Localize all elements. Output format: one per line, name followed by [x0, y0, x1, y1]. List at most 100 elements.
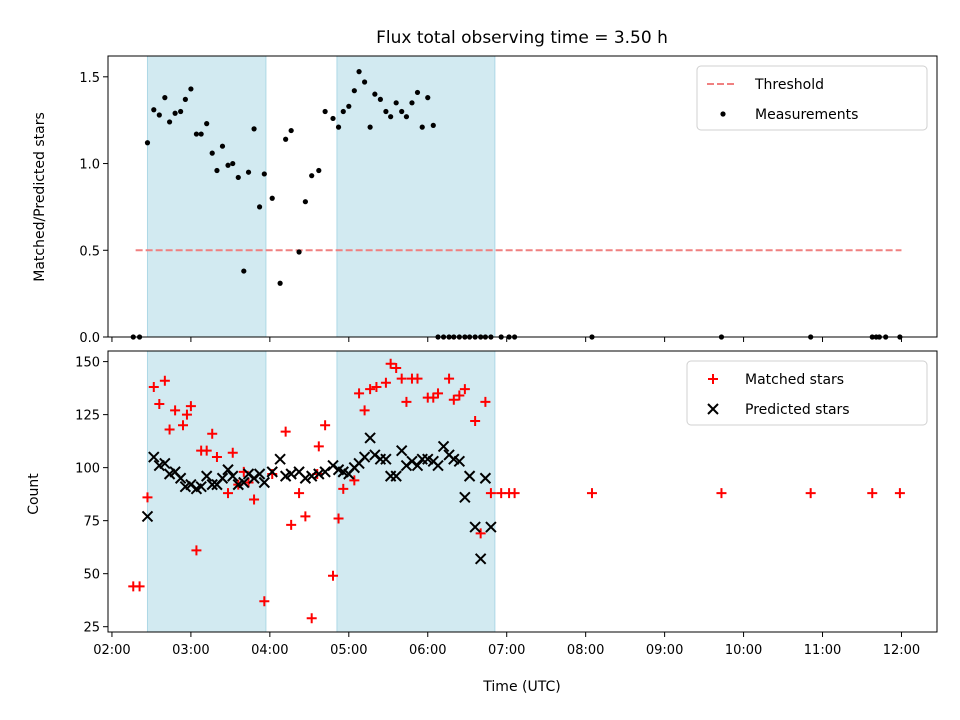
- matched-stars-point: [380, 377, 391, 388]
- x-tick-label: 03:00: [172, 643, 209, 658]
- matched-stars-point: [349, 475, 360, 486]
- matched-stars-point: [485, 488, 496, 499]
- matched-stars-point: [142, 492, 153, 503]
- predicted-stars-point: [453, 455, 466, 467]
- matched-stars-point: [433, 388, 444, 399]
- predicted-stars-point: [474, 553, 487, 565]
- measurement-point: [372, 91, 378, 97]
- matched-stars-point: [459, 384, 470, 395]
- matched-stars-point: [475, 528, 486, 539]
- measurement-point: [241, 268, 247, 274]
- measurement-point: [245, 169, 252, 175]
- matched-stars-point: [185, 401, 196, 412]
- measurement-point: [283, 136, 289, 142]
- observing-window: [336, 350, 496, 633]
- legend-label: Threshold: [754, 77, 824, 93]
- x-tick-label: 04:00: [251, 643, 288, 658]
- predicted-stars-point: [238, 476, 250, 489]
- matched-stars-point: [211, 452, 222, 463]
- measurement-point: [720, 111, 726, 117]
- matched-stars-point: [480, 396, 491, 407]
- predicted-stars-point: [299, 472, 312, 484]
- measurement-point: [388, 114, 394, 120]
- measurement-point: [225, 162, 231, 168]
- predicted-stars-point: [159, 457, 171, 470]
- measurement-point: [182, 96, 188, 102]
- x-axis-label: Time (UTC): [482, 679, 560, 695]
- observing-window: [146, 350, 267, 633]
- y-tick-label: 0.5: [79, 244, 100, 259]
- matched-stars-point: [412, 373, 423, 384]
- y-tick-label: 0.0: [79, 331, 100, 346]
- measurement-point: [235, 174, 241, 181]
- measurement-point: [144, 140, 151, 146]
- measurement-point: [302, 199, 308, 205]
- predicted-stars-point: [206, 478, 218, 491]
- plot-frame: [107, 55, 938, 338]
- legend-label: Measurements: [755, 107, 858, 123]
- predicted-stars-point: [707, 403, 719, 415]
- predicted-stars-point: [274, 453, 286, 465]
- matched-stars-point: [385, 358, 396, 369]
- legend: Matched stars Predicted stars: [686, 360, 928, 426]
- measurement-point: [166, 119, 173, 125]
- predicted-stars-point: [469, 521, 481, 533]
- matched-stars-point: [470, 415, 481, 426]
- matched-stars-point: [354, 388, 365, 399]
- measurement-point: [214, 167, 220, 174]
- y-tick-label: 25: [83, 621, 100, 636]
- measurement-point: [330, 115, 336, 122]
- matched-stars-point: [894, 488, 905, 499]
- matched-stars-point: [708, 374, 718, 384]
- predicted-stars-point: [266, 466, 278, 478]
- predicted-stars-point: [195, 481, 207, 493]
- matched-stars-point: [509, 488, 520, 499]
- matched-stars-point: [159, 375, 170, 386]
- predicted-stars-point: [174, 472, 187, 484]
- matched-stars-point: [294, 488, 305, 499]
- matched-stars-point: [454, 390, 465, 401]
- measurement-point: [383, 108, 389, 115]
- measurement-point: [256, 204, 263, 210]
- predicted-stars-point: [411, 459, 424, 472]
- measurement-point: [399, 108, 405, 115]
- predicted-stars-point: [485, 521, 497, 533]
- matched-stars-point: [338, 483, 349, 494]
- observing-window: [146, 55, 267, 338]
- y-tick-label: 150: [75, 356, 100, 371]
- matched-stars-point: [134, 581, 145, 592]
- x-tick-label: 05:00: [330, 643, 367, 658]
- predicted-stars-point: [358, 451, 371, 463]
- matched-stars-point: [716, 488, 727, 499]
- measurement-point: [269, 195, 275, 201]
- y-tick-label: 125: [75, 409, 100, 424]
- matched-stars-point: [805, 488, 816, 499]
- measurement-point: [322, 108, 328, 115]
- matched-stars-point: [154, 399, 165, 410]
- matched-stars-point: [365, 384, 376, 395]
- measurement-point: [204, 121, 210, 127]
- legend-label: Matched stars: [745, 372, 844, 388]
- legend-label: Predicted stars: [745, 402, 850, 418]
- measurement-point: [335, 124, 342, 130]
- matched-stars-point: [223, 488, 234, 499]
- predicted-stars-point: [141, 510, 154, 523]
- predicted-stars-point: [432, 459, 444, 472]
- matched-stars-point: [170, 405, 181, 416]
- measurement-point: [419, 124, 425, 130]
- predicted-stars-point: [319, 466, 331, 478]
- matched-stars-point: [178, 420, 189, 431]
- legend-box: [686, 360, 928, 426]
- predicted-stars-point: [148, 451, 160, 463]
- measurement-point: [309, 173, 315, 179]
- bottom-panel: 25 50 75 100 125 150 02:00 03:00 04:00 05:00 06:00…: [75, 350, 938, 658]
- measurement-point: [361, 79, 368, 85]
- matched-stars-point: [371, 382, 382, 393]
- y-tick-label: 1.0: [79, 158, 100, 173]
- measurement-point: [198, 131, 204, 137]
- predicted-stars-point: [285, 468, 297, 480]
- measurement-point: [414, 89, 421, 96]
- predicted-stars-point: [364, 432, 376, 444]
- measurement-point: [188, 86, 194, 92]
